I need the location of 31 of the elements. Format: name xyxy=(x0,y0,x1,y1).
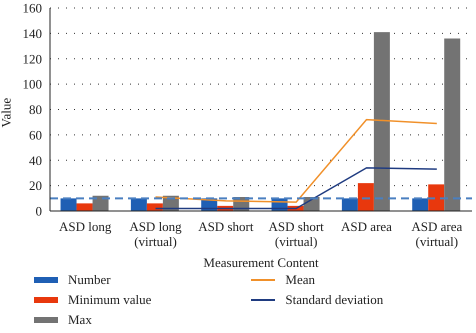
y-tick-label: 80 xyxy=(29,102,42,118)
x-tick-label: ASD long xyxy=(58,219,112,234)
bar xyxy=(412,198,428,211)
bar xyxy=(374,32,390,211)
x-tick-label: ASD area xyxy=(341,219,392,234)
x-tick-label: ASD short xyxy=(198,219,254,234)
y-tick-label: 60 xyxy=(29,127,42,142)
legend-label: Minimum value xyxy=(67,291,152,309)
bar xyxy=(60,198,77,211)
y-axis-title: Value xyxy=(0,98,14,128)
y-tick-label: 40 xyxy=(29,152,42,168)
y-tick-label: 120 xyxy=(22,51,42,66)
x-tick-label: ASD area (virtual) xyxy=(411,219,463,249)
legend-label: Max xyxy=(67,311,93,329)
bar xyxy=(428,184,444,211)
y-tick-label: 20 xyxy=(29,178,42,194)
y-tick-label: 160 xyxy=(22,0,42,16)
x-tick-label: ASD long (virtual) xyxy=(129,219,182,249)
legend-label: Number xyxy=(67,271,112,289)
bar xyxy=(342,198,358,211)
y-tick-label: 0 xyxy=(36,204,42,219)
y-tick-label: 100 xyxy=(22,76,42,92)
legend-label: Mean xyxy=(284,271,316,289)
line-series xyxy=(154,118,438,203)
bar xyxy=(444,38,460,211)
bar xyxy=(358,183,374,211)
x-axis-title: Measurement Content xyxy=(203,255,319,270)
x-tick-label: ASD short (virtual) xyxy=(268,219,324,249)
bar xyxy=(76,203,93,211)
y-tick-label: 140 xyxy=(22,26,42,41)
legend-label: Standard deviation xyxy=(284,291,384,309)
